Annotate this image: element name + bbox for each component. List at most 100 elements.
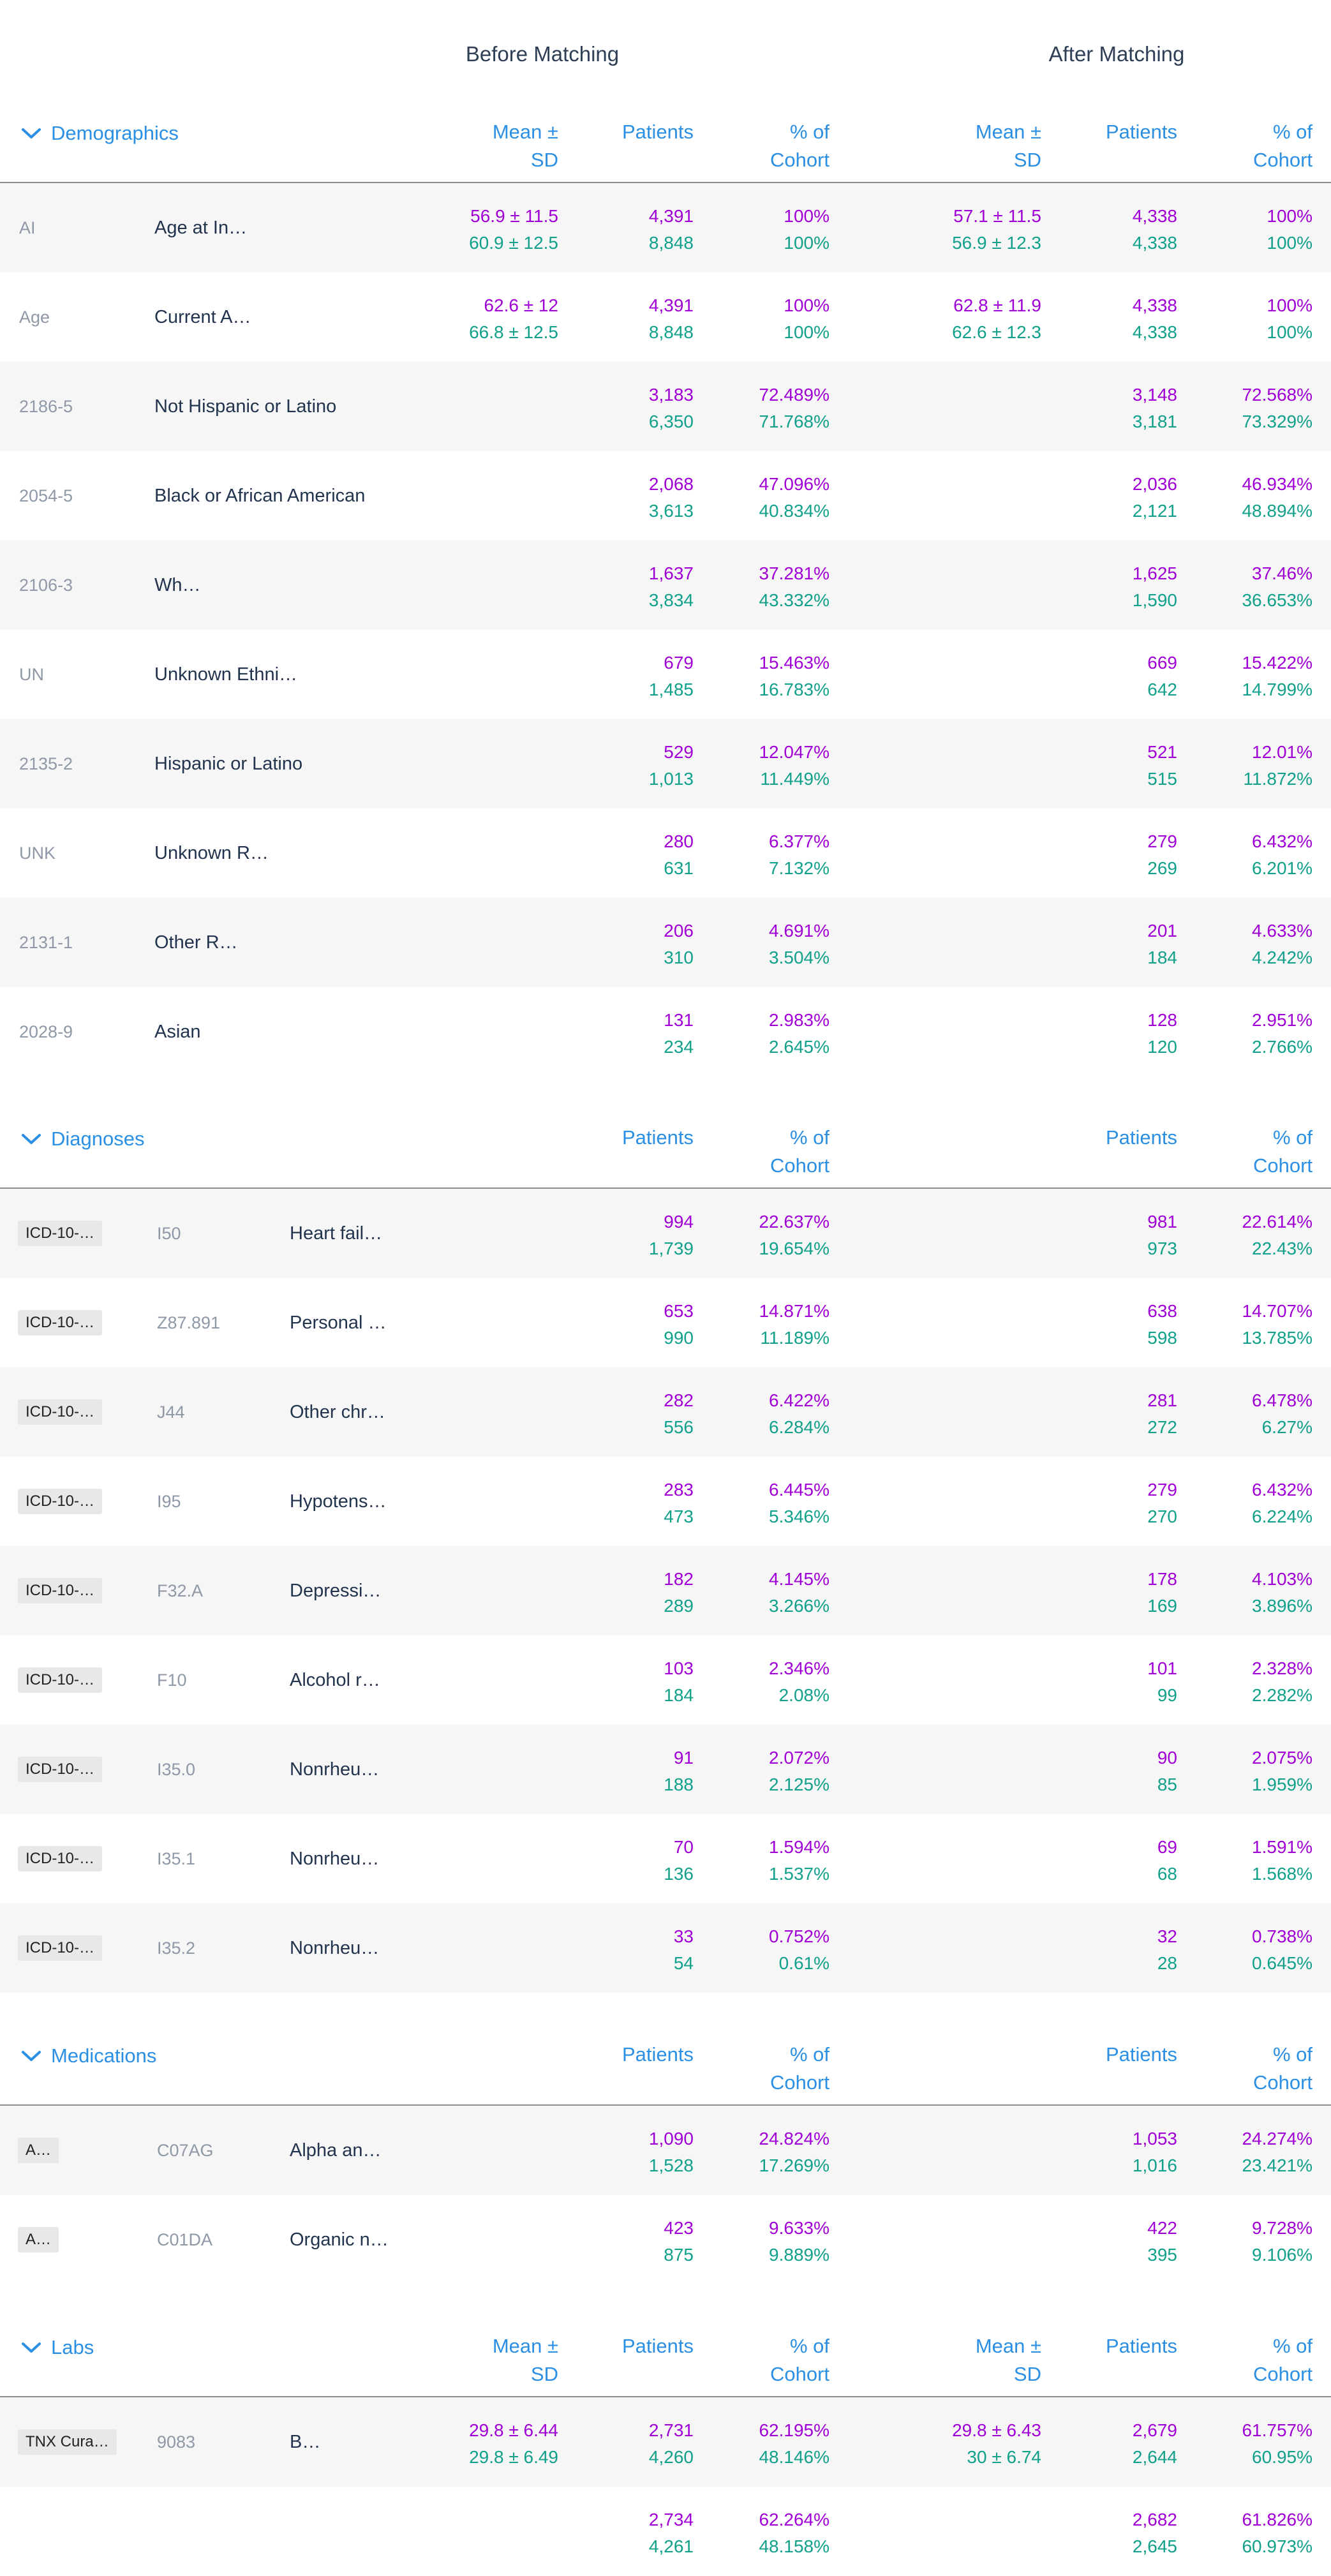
before-pct-cohort2: 100% [784,233,829,253]
term-name[interactable]: B… [290,2431,321,2452]
before-pct-cohort-header[interactable]: % of Cohort [770,2335,829,2385]
term-name[interactable]: Not Hispanic or Latino [154,396,337,417]
term-name[interactable]: Nonrheu… [290,1759,380,1780]
table-row[interactable]: ICD-10-… F32.A Depressi… 182 289 4.145% 3.266%… [0,1546,1331,1635]
table-row[interactable]: 2106-3 Wh… 1,637 3,834 37.281% 43.332% 1,625 1,… [0,540,1331,630]
before-patients-cohort2: 54 [673,1953,694,1973]
table-row[interactable]: 2054-5 Black or African American 2,068 3,61… [0,451,1331,540]
table-row[interactable]: ICD-10-… I35.1 Nonrheu… 70 136 1.594% 1.537% 69… [0,1814,1331,1903]
before-patients-cohort1: 3,183 [648,385,694,405]
before-pct-cohort2: 2.645% [769,1037,829,1057]
table-row[interactable]: ICD-10-… I35.0 Nonrheu… 91 188 2.072% 2.125% 90… [0,1725,1331,1814]
after-patients-header[interactable]: Patients [1105,2043,1177,2066]
table-row[interactable]: ICD-10-… I35.2 Nonrheu… 33 54 0.752% 0.61% 32 28… [0,1903,1331,1993]
after-patients-header[interactable]: Patients [1105,1126,1177,1149]
before-patients-cohort1: 653 [664,1301,694,1321]
table-row[interactable]: UNK Unknown R… 280 631 6.377% 7.132% 279 269 6.4… [0,808,1331,898]
term-name[interactable]: Nonrheu… [290,1848,380,1869]
table-row[interactable]: 2131-1 Other R… 206 310 4.691% 3.504% 201 184 4.… [0,898,1331,987]
term-name[interactable]: Other chr… [290,1401,385,1422]
after-pct-cohort-header[interactable]: % of Cohort [1253,121,1312,171]
before-patients-cohort2: 8,848 [648,233,694,253]
table-row[interactable]: A… C01DA Organic n… 423 875 9.633% 9.889% 422 39… [0,2195,1331,2284]
after-matching-title: After Matching [1048,42,1185,66]
term-name[interactable]: Unknown Ethni… [154,664,298,685]
term-name[interactable]: Age at In… [154,217,248,238]
term-name[interactable]: Wh… [154,574,201,595]
before-patients-header[interactable]: Patients [621,121,694,143]
term-name[interactable]: Hispanic or Latino [154,753,303,774]
table-row[interactable]: ICD-10-… Z87.891 Personal … 653 990 14.871% 11… [0,1278,1331,1367]
term-name[interactable]: Hypotens… [290,1491,387,1512]
before-pct-cohort1: 2.072% [769,1748,829,1768]
term-name[interactable]: Alpha an… [290,2140,382,2161]
term-name[interactable]: Depressi… [290,1580,382,1601]
after-mean-sd-header[interactable]: Mean ± SD [975,121,1041,171]
before-pct-cohort2: 0.61% [778,1953,829,1973]
code-system-badge: ICD-10-… [18,1578,103,1604]
table-row[interactable]: ICD-10-… I50 Heart fail… 994 1,739 22.637% 19.… [0,1189,1331,1278]
term-name[interactable]: Organic n… [290,2229,389,2250]
before-pct-cohort-header[interactable]: % of Cohort [770,121,829,171]
before-pct-cohort2: 100% [784,322,829,342]
after-mean-cohort2: 56.9 ± 12.3 [952,233,1041,253]
term-name[interactable]: Other R… [154,932,238,953]
term-name[interactable]: Current A… [154,306,251,327]
after-patients-header[interactable]: Patients [1105,121,1177,143]
after-patients-cohort1: 279 [1147,1480,1177,1500]
term-name[interactable]: Black or African American [154,485,366,506]
after-pct-cohort2: 23.421% [1242,2155,1312,2175]
code-system-badge: ICD-10-… [18,1310,103,1336]
term-code: 2054-5 [19,486,73,505]
table-row[interactable]: ICD-10-… J44 Other chr… 282 556 6.422% 6.284% 2… [0,1367,1331,1457]
medications-toggle[interactable]: Medications [19,2044,156,2067]
table-row[interactable]: 2135-2 Hispanic or Latino 529 1,013 12.047% 1… [0,719,1331,808]
before-pct-cohort2: 40.834% [759,501,829,521]
after-mean-cohort2: 30 ± 6.74 [967,2447,1041,2467]
after-patients-header[interactable]: Patients [1105,2335,1177,2357]
term-name[interactable]: Asian [154,1021,201,1042]
after-pct-cohort-header[interactable]: % of Cohort [1253,2335,1312,2385]
before-pct-cohort-header[interactable]: % of Cohort [770,2043,829,2094]
term-name[interactable]: Nonrheu… [290,1937,380,1958]
before-patients-header[interactable]: Patients [621,2335,694,2357]
before-patients-header[interactable]: Patients [621,1126,694,1149]
table-row[interactable]: ICD-10-… F10 Alcohol r… 103 184 2.346% 2.08% 10… [0,1635,1331,1725]
before-pct-cohort1: 100% [784,206,829,226]
before-pct-cohort-header[interactable]: % of Cohort [770,1126,829,1177]
table-row[interactable]: TNX Cura… 9083 B… 29.8 ± 6.44 29.8 ± 6.49 2,7… [0,2397,1331,2487]
table-row[interactable]: 2,734 4,261 62.264% 48.158% 2,682 2,645 61.826… [0,2487,1331,2576]
term-code: Z87.891 [157,1313,221,1332]
table-row[interactable]: 2186-5 Not Hispanic or Latino 3,183 6,350 72… [0,362,1331,451]
before-patients-cohort1: 182 [664,1569,694,1589]
before-patients-cohort2: 1,485 [648,680,694,699]
term-code: 2131-1 [19,932,73,952]
demographics-toggle[interactable]: Demographics [19,122,179,145]
term-code: 2186-5 [19,396,73,416]
table-row[interactable]: UN Unknown Ethni… 679 1,485 15.463% 16.783% 66… [0,630,1331,719]
before-patients-cohort1: 4,391 [648,295,694,315]
term-name[interactable]: Alcohol r… [290,1669,380,1690]
diagnoses-toggle[interactable]: Diagnoses [19,1128,144,1150]
term-name[interactable]: Unknown R… [154,842,269,863]
after-mean-sd-header[interactable]: Mean ± SD [975,2335,1041,2385]
table-row[interactable]: AI Age at In… 56.9 ± 11.5 60.9 ± 12.5 4,391 8… [0,183,1331,272]
before-mean-sd-header[interactable]: Mean ± SD [492,121,558,171]
after-patients-cohort1: 2,036 [1132,474,1177,494]
before-pct-cohort1: 2.983% [769,1010,829,1030]
labs-toggle[interactable]: Labs [19,2336,94,2359]
table-row[interactable]: 2028-9 Asian 131 234 2.983% 2.645% 128 120 2.951… [0,987,1331,1076]
table-row[interactable]: ICD-10-… I95 Hypotens… 283 473 6.445% 5.346% 27… [0,1457,1331,1546]
table-row[interactable]: A… C07AG Alpha an… 1,090 1,528 24.824% 17.269%… [0,2106,1331,2195]
term-name[interactable]: Personal … [290,1312,387,1333]
after-pct-cohort-header[interactable]: % of Cohort [1253,1126,1312,1177]
after-pct-cohort1: 1.591% [1252,1837,1312,1857]
table-row[interactable]: Age Current A… 62.6 ± 12 66.8 ± 12.5 4,391 8,… [0,272,1331,362]
after-pct-cohort-header[interactable]: % of Cohort [1253,2043,1312,2094]
after-patients-cohort2: 1,590 [1132,590,1177,610]
term-name[interactable]: Heart fail… [290,1223,383,1244]
after-patients-cohort2: 269 [1147,858,1177,878]
medications-title: Medications [51,2044,157,2067]
before-patients-header[interactable]: Patients [621,2043,694,2066]
before-mean-sd-header[interactable]: Mean ± SD [492,2335,558,2385]
